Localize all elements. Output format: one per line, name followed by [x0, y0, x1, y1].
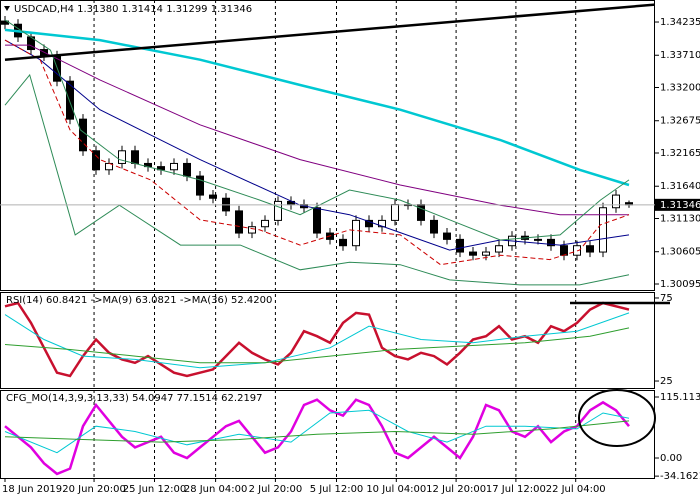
- candle-body: [66, 80, 75, 120]
- candle-body: [599, 207, 608, 253]
- candle-body: [339, 238, 348, 247]
- indicator-line: [4, 312, 630, 369]
- candle-body: [534, 238, 543, 241]
- candle-body: [235, 210, 244, 234]
- y-tick-label: 1.34235: [660, 17, 700, 28]
- candle-body: [313, 207, 322, 234]
- panel-plot: [4, 301, 630, 378]
- y-tick-label: 1.33200: [660, 83, 700, 94]
- candle-body: [248, 226, 257, 234]
- indicator-line: [4, 39, 630, 251]
- candle-body: [365, 219, 374, 228]
- candle-body: [560, 245, 569, 256]
- y-tick-label: 1.32675: [660, 116, 700, 127]
- candle-body: [469, 251, 478, 256]
- indicator-line: [4, 420, 630, 443]
- indicator-title: RSI(14) 60.8421 ->MA(9) 63.0821 ->MA(36)…: [6, 295, 272, 306]
- indicator-line: [4, 3, 655, 61]
- y-tick-label: 0.00: [660, 453, 682, 464]
- candle-body: [261, 219, 270, 228]
- indicator-line: [4, 73, 630, 286]
- candle-body: [183, 162, 192, 177]
- indicator-line: [4, 409, 630, 454]
- candle-body: [352, 219, 361, 247]
- candle-body: [547, 238, 556, 247]
- y-tick-label: 1.31640: [660, 181, 700, 192]
- panel-frame: [0, 390, 655, 479]
- x-tick-label: 25 Jun 12:00: [123, 484, 187, 495]
- y-tick-label: 1.31130: [660, 213, 700, 224]
- x-tick-label: 20 Jun 20:00: [62, 484, 126, 495]
- candle-body: [92, 150, 101, 171]
- y-tick-label: 1.32165: [660, 148, 700, 159]
- x-tick-label: 22 Jul 04:00: [546, 484, 606, 495]
- x-tick-label: 18 Jun 2019: [2, 484, 62, 495]
- panel-plot: [1, 3, 655, 286]
- candle-body: [118, 150, 127, 164]
- candle-body: [209, 194, 218, 199]
- title-icon: [4, 6, 10, 11]
- x-tick-label: 10 Jul 04:00: [366, 484, 426, 495]
- candle-body: [586, 245, 595, 253]
- y-tick-label: 1.30095: [660, 279, 700, 290]
- y-tick-label: 75: [660, 293, 673, 304]
- x-tick-label: 28 Jun 04:00: [184, 484, 248, 495]
- candle-body: [495, 245, 504, 253]
- candle-body: [612, 194, 621, 209]
- y-tick-label: 115.1134: [660, 392, 700, 403]
- candle-body: [482, 251, 491, 256]
- y-tick-label: 25: [660, 376, 673, 387]
- x-tick-label: 2 Jul 20:00: [249, 484, 303, 495]
- indicator-line: [4, 19, 630, 241]
- indicator-line: [4, 327, 630, 364]
- candle-body: [391, 204, 400, 221]
- price-tag-label: 1.31346: [660, 200, 700, 211]
- candle-body: [131, 150, 140, 164]
- candle-body: [443, 232, 452, 240]
- y-tick-label: 1.33710: [660, 50, 700, 61]
- y-tick-label: -34.1621: [660, 471, 700, 482]
- indicator-line: [4, 398, 630, 476]
- chart-title: USDCAD,H4 1.31380 1.31414 1.31299 1.3134…: [14, 4, 252, 15]
- x-tick-label: 17 Jul 12:00: [486, 484, 546, 495]
- candle-body: [274, 200, 283, 221]
- price-tag: [655, 198, 700, 211]
- panel-plot: [4, 398, 630, 476]
- x-tick-label: 5 Jul 12:00: [310, 484, 364, 495]
- candle-body: [196, 175, 205, 196]
- panel-frame: [0, 292, 655, 389]
- candle-body: [79, 118, 88, 152]
- candle-body: [170, 162, 179, 171]
- candle-body: [430, 219, 439, 234]
- candle-body: [456, 238, 465, 253]
- indicator-line: [4, 301, 630, 378]
- y-tick-label: 1.30605: [660, 247, 700, 258]
- indicator-title: CFG_MO(14,3,9,3,13,33) 54.0947 77.1514 6…: [6, 393, 263, 404]
- indicator-line: [4, 28, 630, 187]
- indicator-line: [4, 39, 630, 266]
- x-tick-label: 12 Jul 20:00: [426, 484, 486, 495]
- indicator-line: [5, 44, 629, 216]
- panel-frame: [0, 0, 655, 291]
- drawn-ellipse: [578, 389, 656, 447]
